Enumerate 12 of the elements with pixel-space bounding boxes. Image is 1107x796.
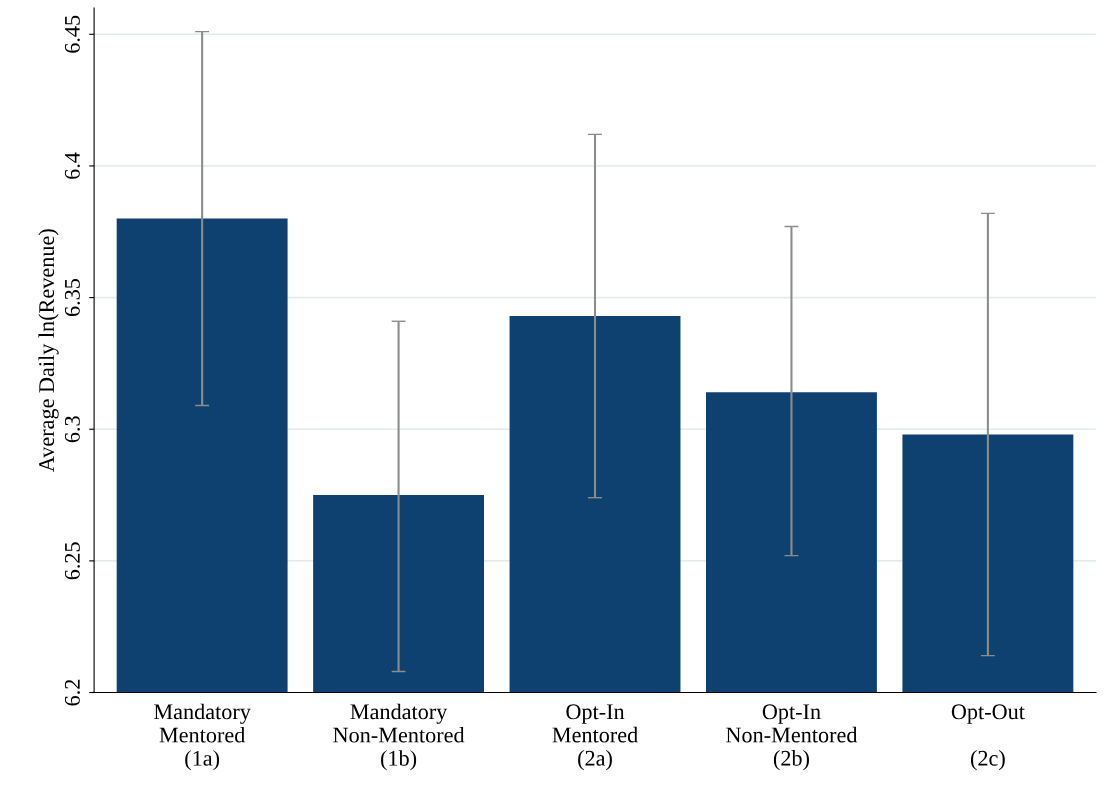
x-tick-label: Opt-In Non-Mentored (2b)	[726, 704, 858, 771]
x-tick-label: Opt-Out (2c)	[951, 704, 1025, 771]
y-tick-label: 6.35	[64, 279, 80, 317]
y-tick-label: 6.2	[64, 679, 80, 706]
x-tick-label: Opt-In Mentored (2a)	[552, 704, 638, 771]
y-axis-title: Average Daily ln(Revenue)	[38, 229, 59, 472]
y-tick-label: 6.4	[64, 152, 80, 179]
x-tick-label: Mandatory Non-Mentored (1b)	[333, 703, 465, 771]
y-tick-label: 6.25	[64, 542, 80, 580]
y-tick-label: 6.45	[64, 15, 80, 53]
y-tick-label: 6.3	[64, 416, 80, 443]
x-tick-label: Mandatory Mentored (1a)	[154, 703, 251, 771]
